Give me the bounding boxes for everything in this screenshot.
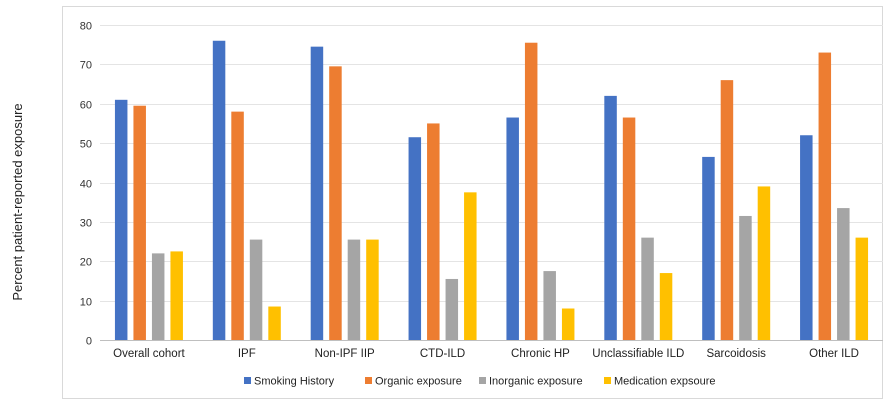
y-tick-label: 80 xyxy=(80,21,92,33)
legend-swatch xyxy=(479,377,486,384)
gridlines xyxy=(100,25,883,341)
bar xyxy=(310,46,324,340)
bar xyxy=(702,156,715,340)
bar xyxy=(427,123,440,340)
bar xyxy=(800,135,813,340)
bar xyxy=(659,273,673,340)
y-tick-label: 60 xyxy=(80,100,92,112)
legend-label: Organic exposure xyxy=(375,376,462,388)
bars xyxy=(114,40,869,341)
bar xyxy=(212,40,226,340)
y-tick-label: 70 xyxy=(80,60,92,72)
x-category-label: Non-IPF IIP xyxy=(315,348,375,360)
bar xyxy=(231,111,244,341)
y-axis-ticks: 0 10 20 30 40 50 60 70 80 xyxy=(80,21,92,348)
y-axis-label: Percent patient-reported exposure xyxy=(10,103,25,300)
x-category-label: Unclassifiable ILD xyxy=(592,348,684,360)
legend-swatch xyxy=(244,377,251,384)
bar xyxy=(757,186,771,340)
bar xyxy=(543,271,556,340)
bar xyxy=(249,239,263,340)
bar xyxy=(622,117,636,340)
bar xyxy=(151,253,165,341)
bar xyxy=(170,251,183,340)
bar xyxy=(347,239,361,340)
bar xyxy=(268,306,281,340)
bar xyxy=(464,192,477,340)
x-category-label: IPF xyxy=(238,348,256,360)
legend-swatch xyxy=(604,377,611,384)
x-category-label: Sarcoidosis xyxy=(706,348,766,360)
x-category-label: Overall cohort xyxy=(113,348,185,360)
bar xyxy=(445,278,459,340)
y-tick-label: 20 xyxy=(80,257,92,269)
x-category-label: Chronic HP xyxy=(511,348,570,360)
bar xyxy=(133,105,146,340)
bar xyxy=(408,137,422,340)
bar xyxy=(604,95,617,341)
x-category-label: CTD-ILD xyxy=(420,348,465,360)
legend-swatch xyxy=(365,377,372,384)
bar xyxy=(506,117,519,340)
y-tick-label: 0 xyxy=(86,336,92,348)
x-category-label: Other ILD xyxy=(809,348,859,360)
y-tick-label: 40 xyxy=(80,179,92,191)
y-tick-label: 50 xyxy=(80,139,92,151)
legend-label: Inorganic exposure xyxy=(489,376,583,388)
bar xyxy=(720,80,734,341)
legend: Smoking History Organic exposure Inorganic… xyxy=(244,376,716,388)
bar xyxy=(329,66,342,340)
bar xyxy=(366,239,379,340)
legend-label: Medication expsoure xyxy=(614,376,716,388)
bar xyxy=(524,42,538,340)
bar xyxy=(739,215,752,340)
legend-label: Smoking History xyxy=(254,376,335,388)
bar xyxy=(561,308,575,340)
x-axis-categories: Overall cohort IPF Non-IPF IIP CTD-ILD Chron… xyxy=(113,348,859,360)
bar xyxy=(641,237,654,341)
y-tick-label: 10 xyxy=(80,297,92,309)
bar xyxy=(818,52,832,341)
bar xyxy=(114,99,128,340)
bar xyxy=(837,208,850,340)
y-tick-label: 30 xyxy=(80,218,92,230)
bar xyxy=(855,237,869,341)
